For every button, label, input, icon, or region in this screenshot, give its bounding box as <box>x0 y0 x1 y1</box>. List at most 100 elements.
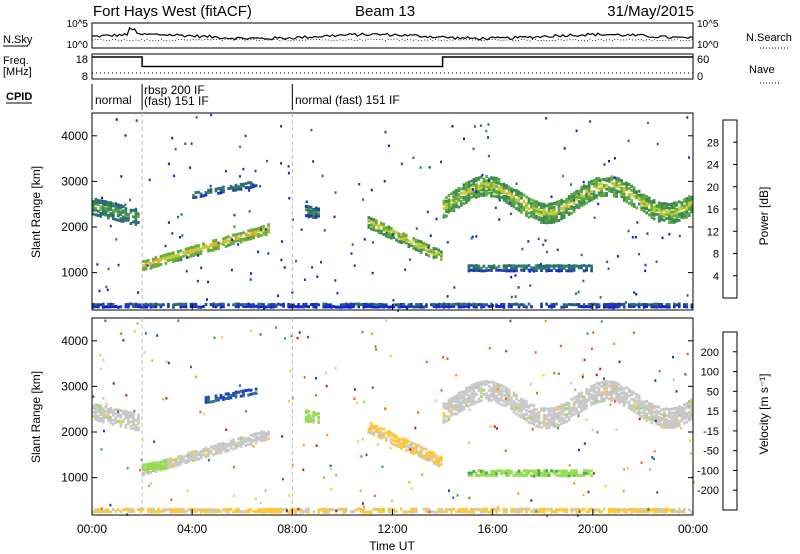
heatmap-cell <box>680 213 684 217</box>
heatmap-cell <box>367 225 371 229</box>
heatmap-cell <box>329 464 332 468</box>
heatmap-cell <box>607 391 611 394</box>
heatmap-cell <box>129 411 133 415</box>
heatmap-cell <box>450 303 453 307</box>
heatmap-cell <box>234 186 238 190</box>
heatmap-cell <box>104 319 107 323</box>
heatmap-cell <box>232 188 235 192</box>
heatmap-cell <box>247 186 250 190</box>
heatmap-cell <box>254 432 258 436</box>
heatmap-cell <box>209 190 213 194</box>
heatmap-cell <box>262 438 265 442</box>
heatmap-cell <box>457 402 461 406</box>
heatmap-cell <box>465 184 468 187</box>
heatmap-cell <box>597 400 601 404</box>
heatmap-cell <box>157 461 160 464</box>
heatmap-cell <box>652 507 656 511</box>
heatmap-cell <box>209 451 213 455</box>
heatmap-cell <box>432 460 436 463</box>
heatmap-cell <box>280 258 283 262</box>
heatmap-cell <box>440 250 443 254</box>
heatmap-cell <box>420 446 423 450</box>
heatmap-cell <box>618 360 621 364</box>
heatmap-cell <box>425 455 428 459</box>
heatmap-cell <box>560 508 563 512</box>
heatmap-cell <box>663 213 666 216</box>
heatmap-cell <box>640 415 643 419</box>
heatmap-cell <box>465 201 468 204</box>
heatmap-cell <box>482 185 486 189</box>
heatmap-cell <box>602 380 606 384</box>
heatmap-cell <box>429 234 432 237</box>
heatmap-cell <box>570 199 573 203</box>
heatmap-cell <box>544 319 547 323</box>
heatmap-cell <box>525 405 528 408</box>
heatmap-cell <box>126 467 129 470</box>
heatmap-cell <box>560 305 563 309</box>
heatmap-cell <box>139 510 143 513</box>
heatmap-cell <box>147 467 150 471</box>
heatmap-cell <box>680 203 684 207</box>
heatmap-cell <box>580 473 583 477</box>
heatmap-cell <box>134 213 138 217</box>
heatmap-cell <box>615 385 618 389</box>
heatmap-cell <box>194 510 198 514</box>
heatmap-cell <box>562 469 566 473</box>
heatmap-cell <box>632 509 636 513</box>
heatmap-cell <box>310 128 313 132</box>
heatmap-cell <box>146 306 149 309</box>
heatmap-cell <box>592 185 596 188</box>
heatmap-cell <box>529 284 532 287</box>
heatmap-cell <box>94 200 98 203</box>
heatmap-cell <box>154 258 158 262</box>
heatmap-cell <box>302 510 305 514</box>
heatmap-cell <box>371 271 374 275</box>
heatmap-cell <box>495 184 498 188</box>
heatmap-cell <box>587 388 591 392</box>
heatmap-cell <box>114 421 118 425</box>
heatmap-cell <box>412 237 416 240</box>
heatmap-cell <box>237 236 240 240</box>
heatmap-cell <box>207 249 210 253</box>
heatmap-cell <box>460 510 463 514</box>
heatmap-cell <box>585 388 588 391</box>
heatmap-cell <box>410 243 413 247</box>
heatmap-cell <box>247 235 250 239</box>
heatmap-cell <box>496 387 499 391</box>
heatmap-cell <box>690 398 694 402</box>
heatmap-cell <box>507 388 511 392</box>
heatmap-cell <box>620 179 623 183</box>
heatmap-cell <box>668 217 671 221</box>
heatmap-cell <box>162 507 165 511</box>
frequency-line <box>92 56 693 68</box>
heatmap-cell <box>219 305 223 309</box>
heatmap-cell <box>482 510 486 514</box>
heatmap-cell <box>214 398 218 402</box>
heatmap-cell <box>547 507 551 511</box>
heatmap-cell <box>627 508 631 512</box>
heatmap-cell <box>104 305 108 309</box>
heatmap-cell <box>502 385 506 389</box>
heatmap-cell <box>663 206 666 210</box>
heatmap-cell <box>382 432 386 436</box>
heatmap-cell <box>485 471 488 475</box>
heatmap-cell <box>287 303 290 306</box>
heatmap-cell <box>415 248 418 252</box>
heatmap-cell <box>547 211 551 215</box>
heatmap-cell <box>515 302 518 306</box>
heatmap-cell <box>507 473 511 477</box>
heatmap-cell <box>654 419 657 423</box>
heatmap-cell <box>683 212 686 216</box>
heatmap-cell <box>239 394 243 398</box>
heatmap-cell <box>446 357 449 360</box>
heatmap-cell <box>515 269 518 273</box>
heatmap-cell <box>550 208 553 212</box>
heatmap-cell <box>407 439 411 443</box>
heatmap-cell <box>380 305 383 309</box>
heatmap-cell <box>517 202 521 206</box>
heatmap-cell <box>525 264 528 268</box>
heatmap-cell <box>425 242 428 246</box>
heatmap-cell <box>407 444 411 447</box>
heatmap-cell <box>92 201 95 205</box>
heatmap-cell <box>406 307 409 311</box>
